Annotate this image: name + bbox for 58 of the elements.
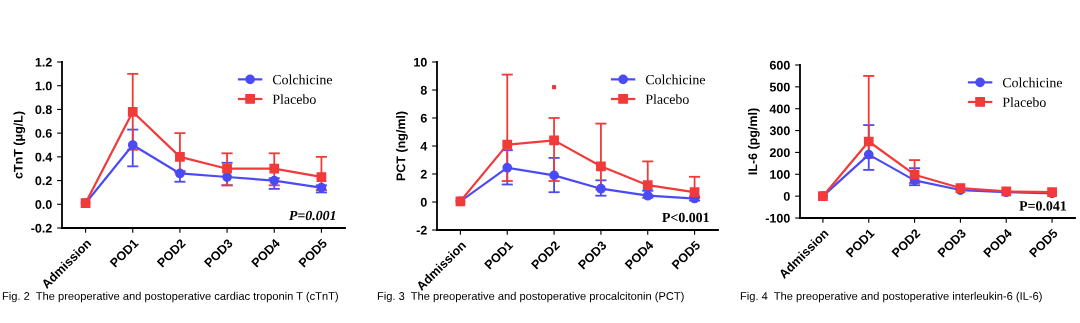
legend-label: Colchicine xyxy=(1002,77,1063,88)
point xyxy=(502,139,513,150)
annotation: P<0.001 xyxy=(662,212,709,223)
y-tick-label: 0 xyxy=(420,197,427,207)
y-tick-label: 0.6 xyxy=(35,128,52,138)
y-tick-label: 500 xyxy=(769,82,790,92)
y-tick-label: 8 xyxy=(420,85,427,95)
y-tick-label: 1.0 xyxy=(35,81,52,91)
legend-label: Placebo xyxy=(1002,97,1046,107)
y-axis-title: IL-6 (pg/ml) xyxy=(748,108,760,175)
point xyxy=(689,187,700,198)
point xyxy=(642,180,653,191)
annotation: P=0.041 xyxy=(1019,201,1067,211)
legend-label: Colchicine xyxy=(272,74,333,85)
y-tick-label: -2 xyxy=(416,225,427,235)
y-tick-label: 0.4 xyxy=(35,152,53,162)
y-tick-label: 10 xyxy=(414,57,427,67)
annotation: P=0.001 xyxy=(288,210,336,221)
y-axis-title: PCT (ng/ml) xyxy=(396,111,408,181)
y-tick-label: 6 xyxy=(420,113,427,123)
point xyxy=(269,163,280,174)
point xyxy=(502,162,513,173)
legend-label: Placebo xyxy=(645,94,689,104)
legend-label: Colchicine xyxy=(645,74,706,85)
legend-label: Placebo xyxy=(272,94,316,104)
point xyxy=(909,169,920,180)
y-tick-label: 200 xyxy=(769,148,790,158)
point xyxy=(222,163,232,174)
caption: Fig. 4 The preoperative and postoperative interleukin-6 (IL-6) xyxy=(740,291,1042,303)
point xyxy=(175,168,185,179)
y-tick-label: -100 xyxy=(765,213,790,223)
y-tick-label: 0 xyxy=(783,191,790,201)
point xyxy=(127,106,138,117)
point xyxy=(175,151,185,162)
point xyxy=(269,175,280,186)
y-tick-label: 100 xyxy=(770,170,790,179)
y-tick-label: 600 xyxy=(769,60,790,70)
y-tick-label: 0.0 xyxy=(35,200,52,209)
y-tick-label: 4 xyxy=(420,141,428,151)
caption: Fig. 2 The preoperative and postoperative cardiac troponin T (cTnT) xyxy=(2,291,338,303)
point xyxy=(316,172,327,182)
y-tick-label: 2 xyxy=(420,169,427,179)
y-tick-label: 400 xyxy=(769,104,790,114)
point xyxy=(222,172,232,182)
point xyxy=(549,170,559,181)
point xyxy=(596,161,606,172)
y-axis-title: cTnT (μg/L) xyxy=(13,111,26,179)
point xyxy=(596,183,606,194)
point xyxy=(863,149,874,160)
y-tick-label: 0.2 xyxy=(35,176,52,186)
point xyxy=(127,140,138,150)
caption: Fig. 3 The preoperative and postoperative procalcitonin (PCT) xyxy=(377,291,684,303)
y-tick-label: 300 xyxy=(769,126,790,136)
point xyxy=(863,136,874,147)
y-tick-label: 1.2 xyxy=(35,57,52,67)
point xyxy=(549,135,559,146)
y-tick-label: 0.8 xyxy=(35,105,52,115)
y-tick-label: -0.2 xyxy=(31,223,52,233)
